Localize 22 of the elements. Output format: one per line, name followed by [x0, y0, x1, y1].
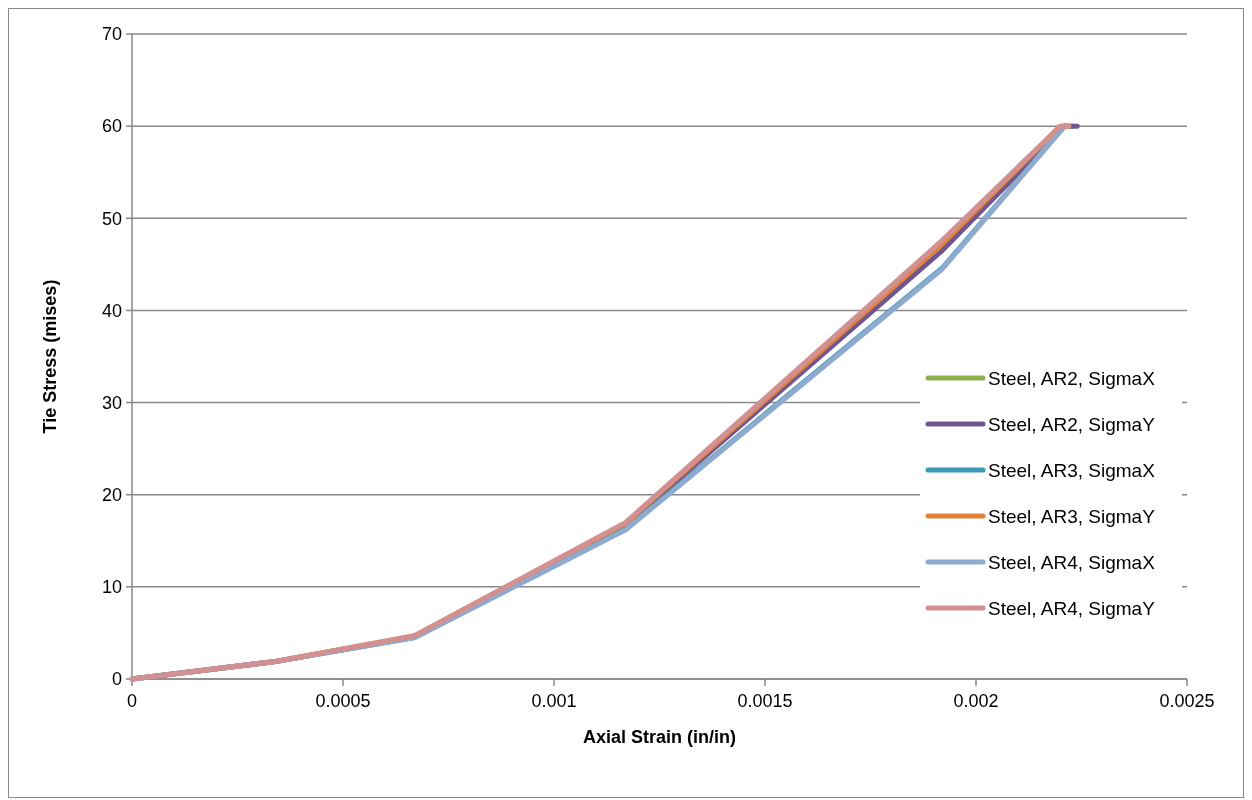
x-tick-label: 0.0005: [315, 691, 371, 711]
legend-label: Steel, AR2, SigmaY: [988, 413, 1156, 435]
y-tick-label: 20: [101, 485, 122, 506]
x-tick-label: 0.0015: [737, 691, 793, 711]
y-tick-label: 60: [101, 116, 122, 137]
y-tick-label: 70: [101, 24, 122, 45]
x-tick-label: 0.0025: [1159, 691, 1215, 711]
y-tick-label: 10: [101, 577, 122, 598]
x-axis-title: Axial Strain (in/in): [582, 727, 737, 747]
y-axis-title: Tie Stress (mises): [40, 279, 60, 434]
x-tick-label: 0.001: [531, 691, 577, 711]
y-tick-label: 0: [111, 669, 122, 690]
x-tick-label: 0: [126, 691, 138, 711]
x-tick-label: 0.002: [953, 691, 999, 711]
y-tick-label: 30: [101, 392, 122, 413]
legend-label: Steel, AR2, SigmaX: [988, 367, 1156, 389]
legend-label: Steel, AR4, SigmaY: [988, 597, 1156, 619]
legend-label: Steel, AR3, SigmaX: [988, 459, 1156, 481]
y-tick-label: 50: [101, 208, 122, 229]
y-tick-label: 40: [101, 300, 122, 321]
legend-label: Steel, AR4, SigmaX: [988, 551, 1156, 573]
legend-label: Steel, AR3, SigmaY: [988, 505, 1156, 527]
